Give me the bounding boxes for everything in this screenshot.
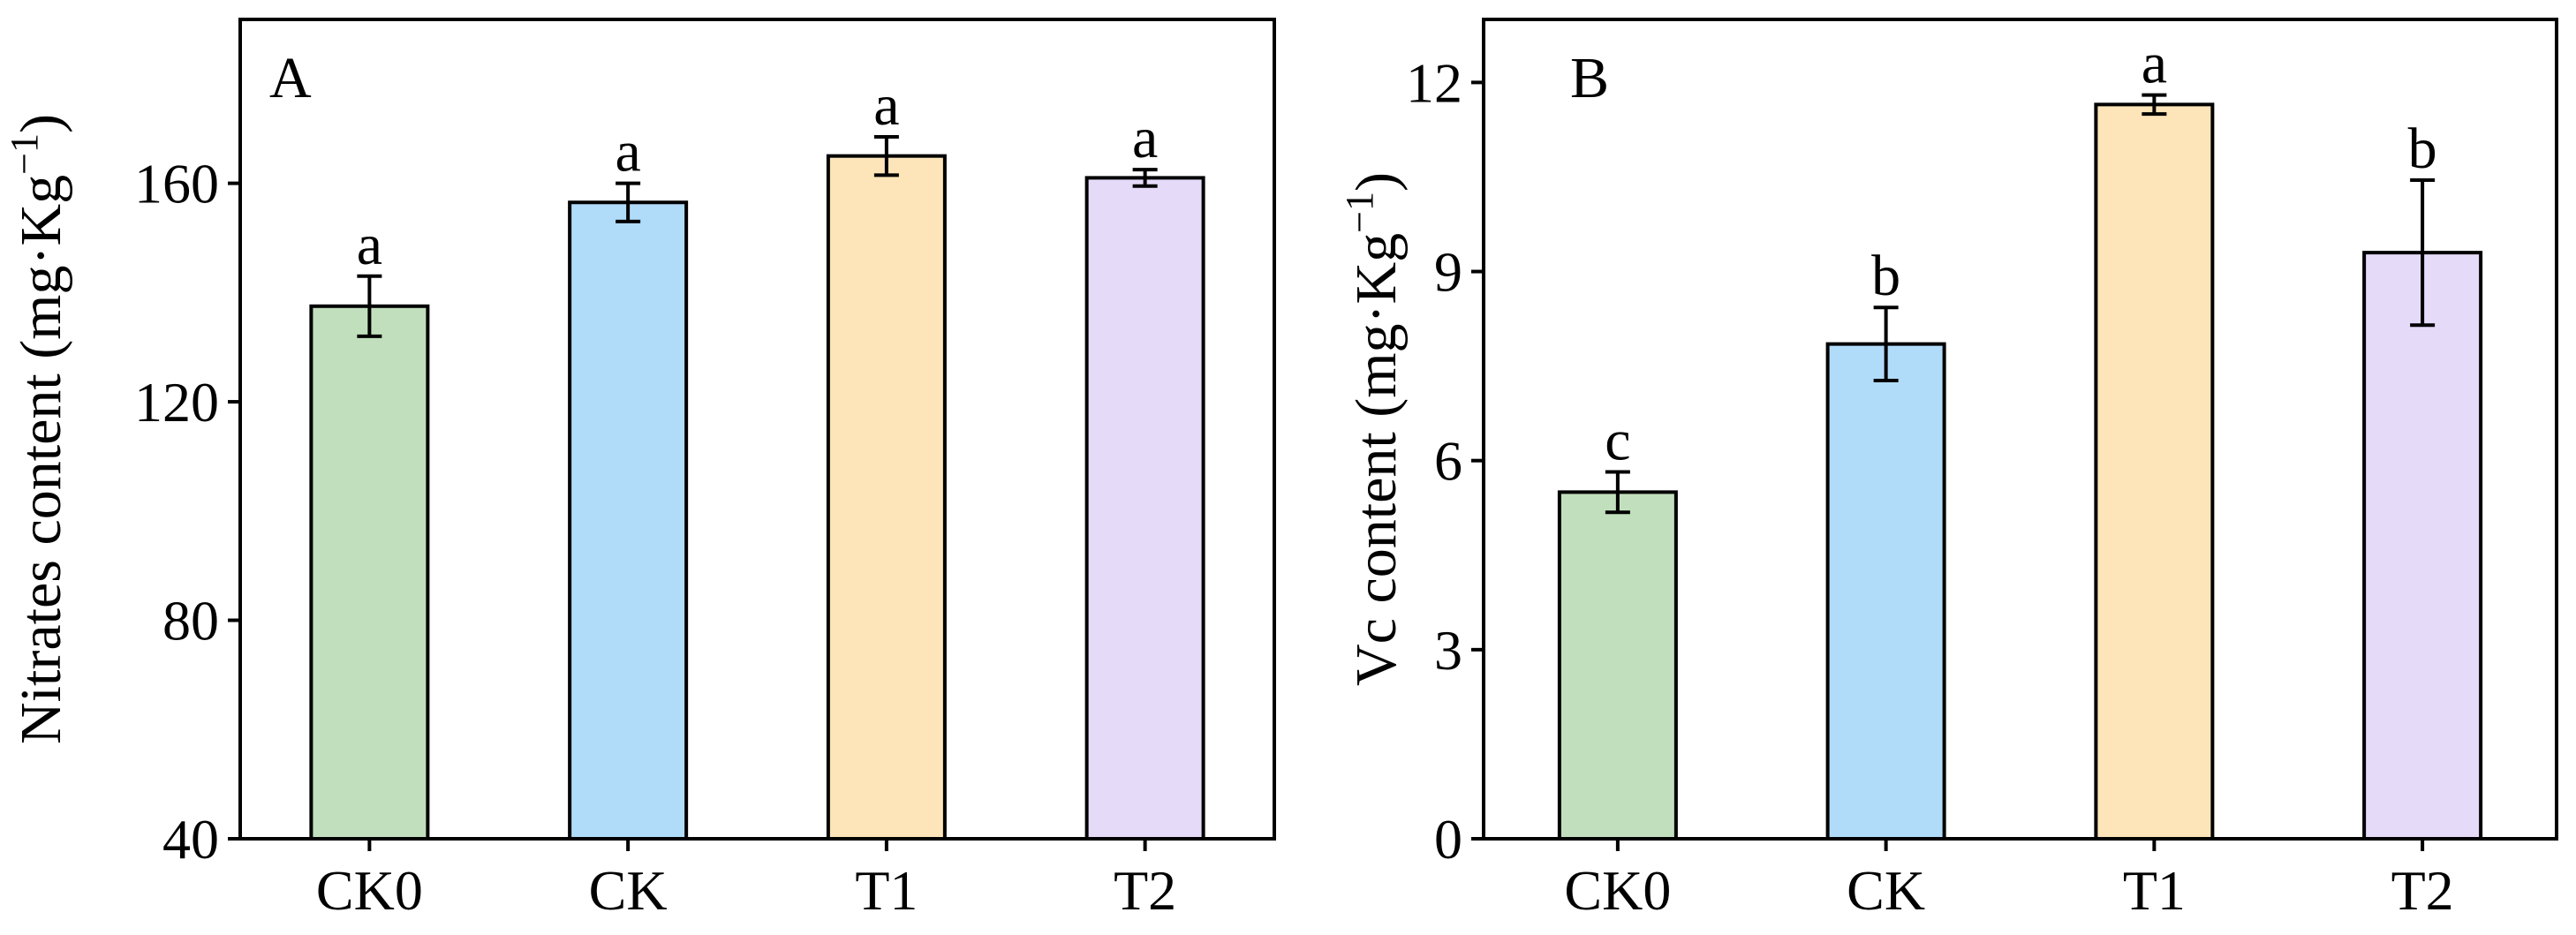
plot-frame <box>238 18 1276 841</box>
y-axis-title-close: ) <box>1344 172 1409 192</box>
y-tick-label: 6 <box>1434 430 1462 493</box>
y-tick-label: 3 <box>1434 619 1462 682</box>
bar-ck <box>568 200 689 841</box>
y-axis-title: Nitrates content (mg·Kg−1) <box>3 114 73 744</box>
bar-ck0 <box>1557 490 1678 841</box>
y-tick-label: 12 <box>1406 51 1462 114</box>
panel-b: c CK0 b CK a T1 b T2 0 3 6 9 12 B Vc content (mg·Kg−1) <box>1338 18 2558 922</box>
y-tick-label: 160 <box>134 153 219 215</box>
bar-ck <box>1825 342 1946 841</box>
significance-label: a <box>1132 106 1158 170</box>
x-tick-label: T2 <box>2391 859 2454 922</box>
significance-label: a <box>2142 32 2167 96</box>
x-tick-label: T1 <box>855 859 918 922</box>
x-tick-label: T2 <box>1114 859 1176 922</box>
bar-t2 <box>2362 251 2483 841</box>
significance-label: a <box>873 73 899 138</box>
y-axis-title-text: Nitrates content (mg·Kg <box>9 175 73 744</box>
x-tick-label: CK <box>589 859 668 922</box>
error-bar-t2 <box>1132 168 1158 188</box>
bar-t1 <box>2094 102 2215 841</box>
y-axis-title-close: ) <box>9 114 73 133</box>
panel-label: A <box>269 46 312 110</box>
y-tick-label: 120 <box>134 371 219 434</box>
y-tick-label: 9 <box>1434 241 1462 304</box>
significance-label: c <box>1605 409 1630 473</box>
y-axis-title-superscript: −1 <box>3 133 46 175</box>
x-tick-label: CK0 <box>316 859 423 922</box>
significance-label: b <box>1871 244 1900 308</box>
x-tick-label: CK0 <box>1564 859 1671 922</box>
x-tick-label: CK <box>1847 859 1925 922</box>
y-axis-title-superscript: −1 <box>1338 192 1381 233</box>
y-tick-label: 0 <box>1434 808 1462 871</box>
x-tick-label: T1 <box>2123 859 2186 922</box>
error-bar-t2 <box>2410 178 2436 328</box>
error-bar-t1 <box>2142 93 2167 117</box>
error-bar-ck0 <box>357 274 382 338</box>
bar-ck0 <box>309 304 430 841</box>
y-axis-title-text: Vc content (mg·Kg <box>1344 233 1409 686</box>
bar-t2 <box>1084 176 1205 841</box>
significance-label: a <box>615 120 640 185</box>
y-tick-label: 80 <box>162 590 219 652</box>
y-axis-title: Vc content (mg·Kg−1) <box>1338 172 1409 686</box>
error-bar-ck <box>616 181 641 223</box>
panel-label: B <box>1570 46 1609 110</box>
significance-label: b <box>2408 117 2437 181</box>
error-bar-ck <box>1873 305 1899 383</box>
panel-a: a CK0 a CK a T1 a T2 40 80 120 160 A Nitrates content… <box>3 18 1276 922</box>
bar-t1 <box>826 154 947 841</box>
plot-frame <box>1482 18 2558 841</box>
error-bar-t1 <box>873 135 899 177</box>
significance-label: a <box>357 213 382 277</box>
error-bar-ck0 <box>1605 470 1630 515</box>
y-tick-label: 40 <box>162 808 219 871</box>
